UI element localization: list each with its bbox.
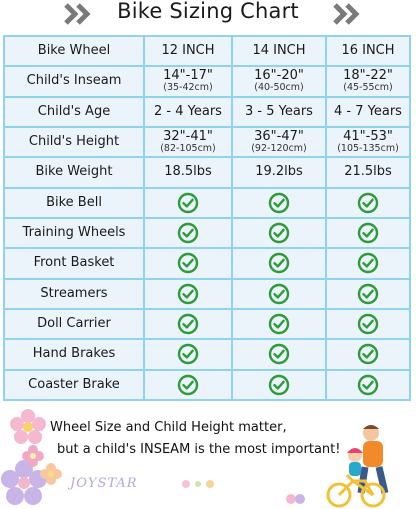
table-row: Doll Carrier [3, 307, 411, 341]
double-chevron-left-icon [64, 3, 91, 25]
check-circle-icon [231, 307, 327, 341]
cell-value: 36"-47" [254, 129, 304, 145]
column-header-wheel-size: 14 INCH [231, 34, 327, 68]
table-row: Training Wheels [3, 216, 411, 250]
flower-icon [22, 445, 44, 467]
check-circle-icon [325, 216, 411, 250]
check-circle-icon [231, 277, 327, 310]
check-circle-icon [325, 307, 411, 341]
cell-value: 19.2lbs [255, 164, 303, 180]
check-circle-icon [325, 247, 411, 280]
cell-value: 2 - 4 Years [154, 103, 222, 119]
table-row: Bike Weight 18.5lbs 19.2lbs 21.5lbs [3, 156, 411, 189]
row-label: Child's Inseam [3, 65, 145, 98]
table-cell: 32"-41" (82-105cm) [143, 125, 233, 159]
table-row: Bike Bell [3, 186, 411, 219]
chart-header: Bike Sizing Chart [0, 0, 416, 28]
check-circle-icon [325, 186, 411, 219]
table-cell: 16"-20" (40-50cm) [231, 65, 327, 98]
cell-metric-value: (92-120cm) [251, 143, 307, 155]
check-circle-icon [325, 338, 411, 371]
cell-value: 16"-20" [254, 68, 304, 84]
note-line-1: Wheel Size and Child Height matter, [50, 420, 287, 435]
cell-value: 18"-22" [343, 68, 393, 84]
flower-icon [1, 460, 47, 505]
row-label: Bike Weight [3, 156, 145, 189]
row-label: Streamers [3, 277, 145, 310]
check-circle-icon [143, 247, 233, 280]
sizing-table: Bike Wheel 12 INCH 14 INCH 16 INCH Child's I… [3, 34, 411, 402]
table-cell: 41"-53" (105-135cm) [325, 125, 411, 159]
page-title: Bike Sizing Chart [117, 0, 299, 23]
cell-metric-value: (35-42cm) [163, 82, 213, 94]
table-row: Streamers [3, 277, 411, 310]
check-circle-icon [143, 216, 233, 250]
row-label: Front Basket [3, 247, 145, 280]
check-circle-icon [143, 277, 233, 310]
check-circle-icon [231, 368, 327, 402]
table-header-row: Bike Wheel 12 INCH 14 INCH 16 INCH [3, 34, 411, 68]
table-row: Child's Age 2 - 4 Years 3 - 5 Years 4 - 7 Y… [3, 95, 411, 128]
cell-metric-value: (45-55cm) [343, 82, 393, 94]
check-circle-icon [143, 368, 233, 402]
check-circle-icon [325, 368, 411, 402]
row-label: Child's Age [3, 95, 145, 128]
row-label: Doll Carrier [3, 307, 145, 341]
flower-icon [40, 463, 62, 485]
note-line-2: but a child's INSEAM is the most importa… [57, 442, 341, 457]
cell-value: 21.5lbs [344, 164, 392, 180]
check-circle-icon [143, 338, 233, 371]
brand-logo: JOYSTAR [70, 476, 138, 491]
check-circle-icon [325, 277, 411, 310]
table-row: Front Basket [3, 247, 411, 280]
row-label: Training Wheels [3, 216, 145, 250]
table-row: Coaster Brake [3, 368, 411, 402]
table-cell: 36"-47" (92-120cm) [231, 125, 327, 159]
cell-value: 4 - 7 Years [334, 103, 402, 119]
column-header-label: Bike Wheel [3, 34, 145, 68]
flower-icon [10, 409, 46, 444]
double-chevron-right-icon [333, 3, 360, 25]
cell-value: 18.5lbs [164, 164, 212, 180]
flower-icon [286, 494, 305, 504]
check-circle-icon [231, 247, 327, 280]
table-cell: 4 - 7 Years [325, 95, 411, 128]
table-cell: 18"-22" (45-55cm) [325, 65, 411, 98]
cell-value: 3 - 5 Years [245, 103, 313, 119]
footer-illustration [0, 401, 416, 509]
cell-metric-value: (82-105cm) [160, 143, 216, 155]
cell-value: 32"-41" [163, 129, 213, 145]
table-cell: 3 - 5 Years [231, 95, 327, 128]
check-circle-icon [143, 186, 233, 219]
parent-child-bike-illustration [326, 425, 389, 508]
cell-value: 41"-53" [343, 129, 393, 145]
table-row: Hand Brakes [3, 338, 411, 371]
column-header-wheel-size: 12 INCH [143, 34, 233, 68]
cell-value: 14"-17" [163, 68, 213, 84]
table-cell: 19.2lbs [231, 156, 327, 189]
check-circle-icon [231, 186, 327, 219]
table-row: Child's Height 32"-41" (82-105cm) 36"-47" (9… [3, 125, 411, 159]
check-circle-icon [231, 338, 327, 371]
row-label: Hand Brakes [3, 338, 145, 371]
check-circle-icon [143, 307, 233, 341]
sparkle-decoration-icon [182, 480, 214, 488]
check-circle-icon [231, 216, 327, 250]
table-row: Child's Inseam 14"-17" (35-42cm) 16"-20" (40… [3, 65, 411, 98]
table-cell: 18.5lbs [143, 156, 233, 189]
row-label: Coaster Brake [3, 368, 145, 402]
column-header-wheel-size: 16 INCH [325, 34, 411, 68]
row-label: Child's Height [3, 125, 145, 159]
table-cell: 2 - 4 Years [143, 95, 233, 128]
table-cell: 14"-17" (35-42cm) [143, 65, 233, 98]
cell-metric-value: (40-50cm) [254, 82, 304, 94]
row-label: Bike Bell [3, 186, 145, 219]
table-cell: 21.5lbs [325, 156, 411, 189]
cell-metric-value: (105-135cm) [337, 143, 399, 155]
